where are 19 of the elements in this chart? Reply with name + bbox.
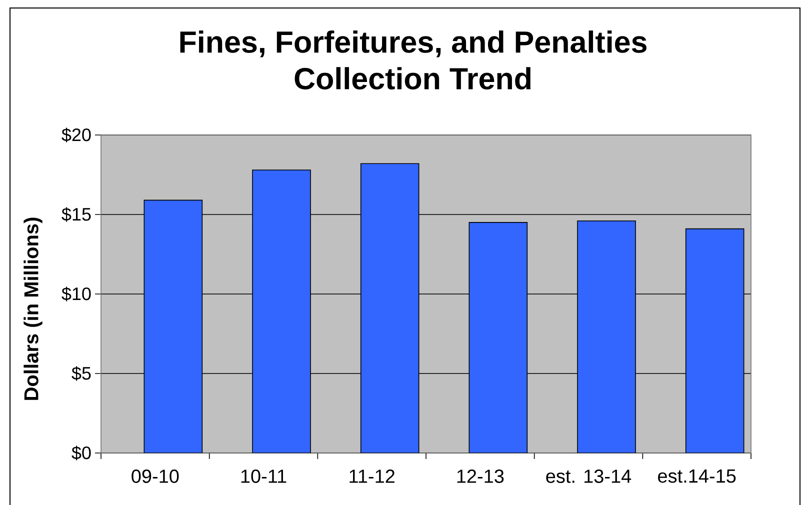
y-tick-label: $10 (62, 286, 91, 302)
y-tick-label: $20 (62, 128, 91, 142)
x-tick-label: est.14-15 (658, 470, 736, 483)
y-axis-title: Dollars (in Millions) (24, 218, 42, 400)
x-tick-label: 12-13 (457, 470, 504, 483)
x-tick-label: 10-11 (241, 470, 286, 483)
chart-title: Fines, Forfeitures, and Penalties Collection Trend (180, 30, 647, 90)
bar (577, 220, 636, 453)
y-tick-label: $0 (72, 446, 91, 460)
y-tick-label: $15 (62, 207, 91, 222)
bar (685, 228, 744, 453)
x-tick-label: est. 13-14 (546, 470, 632, 483)
x-tick-label: 09-10 (132, 470, 179, 483)
y-tick-label: $5 (72, 366, 91, 381)
bar (144, 200, 203, 453)
bar (360, 163, 420, 453)
bar (468, 222, 528, 453)
x-tick-label: 11-12 (350, 470, 394, 483)
bar (252, 170, 311, 453)
